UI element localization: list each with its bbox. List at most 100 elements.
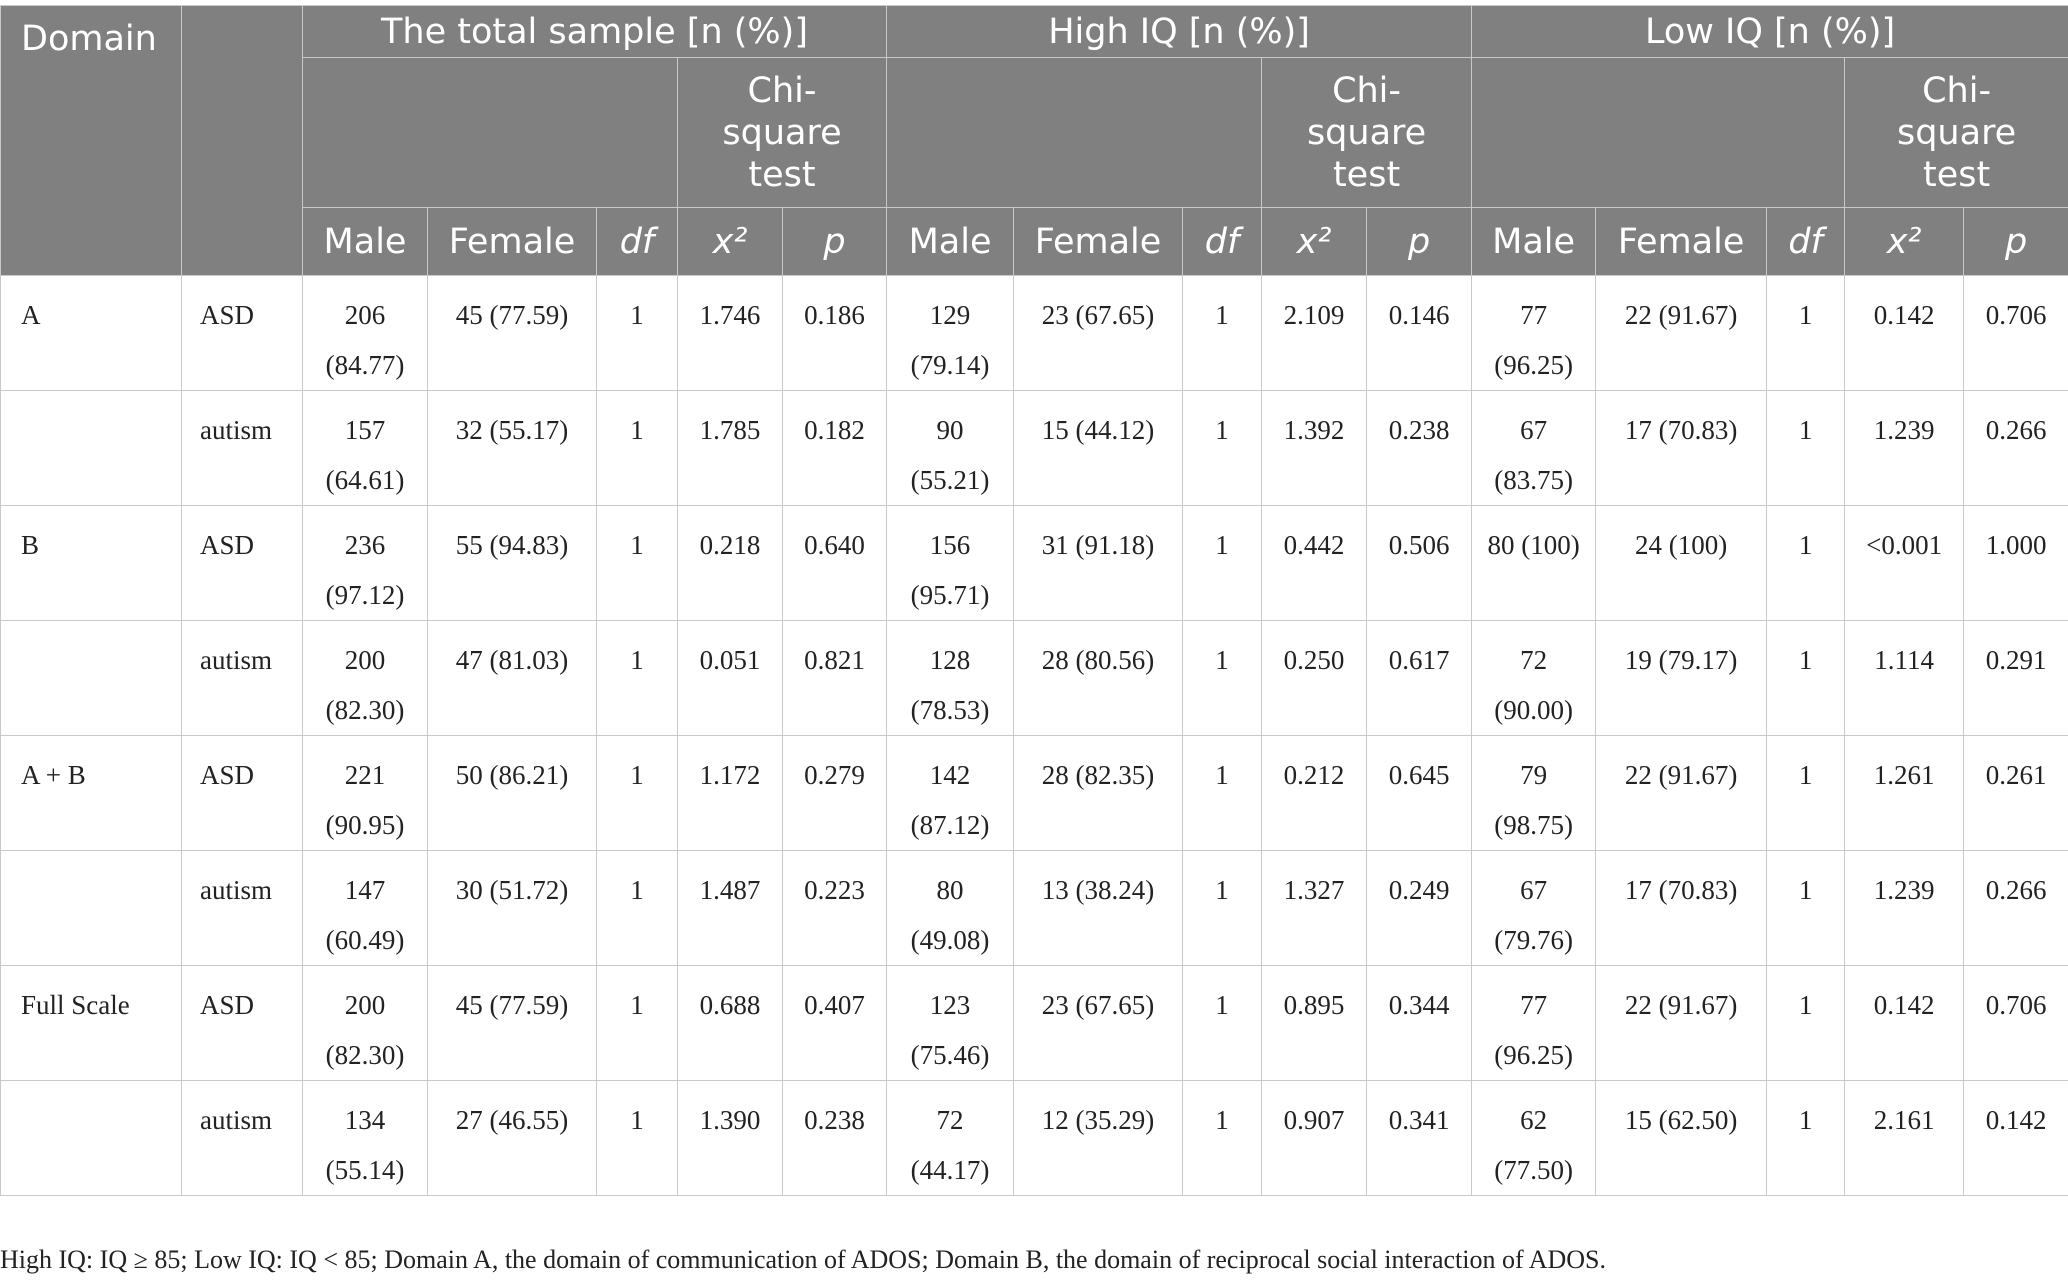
- value-cell: 23 (67.65): [1013, 965, 1184, 1081]
- value-cell: 0.142: [1844, 965, 1965, 1081]
- value-cell: 1: [1182, 1080, 1263, 1196]
- measure-cell: ASD: [181, 275, 303, 391]
- value-cell: 0.617: [1366, 620, 1473, 736]
- data-row: autism 157 (64.61) 32 (55.17) 1 1.785 0.182 90…: [0, 390, 2068, 506]
- value-cell: 1: [596, 620, 678, 736]
- value-cell: 1: [1182, 505, 1263, 621]
- sub-header: Female: [1595, 207, 1768, 276]
- sub-header: p: [1366, 207, 1473, 276]
- header-cell: Domain: [0, 5, 182, 276]
- value-cell: 28 (82.35): [1013, 735, 1184, 851]
- chi-header: Chi-square test: [1261, 57, 1473, 208]
- value-cell: 15 (44.12): [1013, 390, 1184, 506]
- header-row: Male Female df x² p Male Female df x² p Male Female…: [1, 207, 2068, 276]
- data-row: autism 200 (82.30) 47 (81.03) 1 0.051 0.821 12…: [0, 620, 2068, 736]
- value-cell: 0.341: [1366, 1080, 1473, 1196]
- domain-cell: B: [0, 505, 182, 621]
- value-cell: 77 (96.25): [1471, 965, 1597, 1081]
- value-cell: 0.706: [1963, 275, 2068, 391]
- header-row: Chi-square test Chi-square test Chi-square…: [1, 57, 2068, 208]
- data-row: Full Scale ASD 200 (82.30) 45 (77.59) 1 0.688…: [0, 965, 2068, 1081]
- value-cell: 129 (79.14): [886, 275, 1015, 391]
- value-cell: 1: [596, 965, 678, 1081]
- sub-header: x²: [1844, 207, 1965, 276]
- value-cell: 157 (64.61): [302, 390, 428, 506]
- value-cell: 0.249: [1366, 850, 1473, 966]
- sub-header: Male: [1471, 207, 1597, 276]
- value-cell: 134 (55.14): [302, 1080, 428, 1196]
- value-cell: 206 (84.77): [302, 275, 428, 391]
- value-cell: 12 (35.29): [1013, 1080, 1184, 1196]
- measure-cell: ASD: [181, 505, 303, 621]
- value-cell: 0.442: [1261, 505, 1368, 621]
- sub-header: df: [596, 207, 678, 276]
- value-cell: 1: [1182, 850, 1263, 966]
- value-cell: 156 (95.71): [886, 505, 1015, 621]
- value-cell: 221 (90.95): [302, 735, 428, 851]
- value-cell: 0.142: [1844, 275, 1965, 391]
- value-cell: 1: [1766, 850, 1846, 966]
- value-cell: 0.218: [677, 505, 783, 621]
- value-cell: 1.239: [1844, 850, 1965, 966]
- sub-header: Male: [886, 207, 1015, 276]
- domain-cell: [0, 620, 182, 736]
- domain-cell: Full Scale: [0, 965, 182, 1081]
- value-cell: 1: [1766, 965, 1846, 1081]
- value-cell: 67 (83.75): [1471, 390, 1597, 506]
- value-cell: 1: [1182, 620, 1263, 736]
- value-cell: 62 (77.50): [1471, 1080, 1597, 1196]
- value-cell: 27 (46.55): [427, 1080, 597, 1196]
- results-table: Domain The total sample [n (%)] High IQ [n…: [0, 5, 2068, 1196]
- value-cell: 47 (81.03): [427, 620, 597, 736]
- header-cell: [302, 57, 678, 208]
- value-cell: 0.344: [1366, 965, 1473, 1081]
- value-cell: 1: [1766, 505, 1846, 621]
- value-cell: 72 (44.17): [886, 1080, 1015, 1196]
- value-cell: 1.239: [1844, 390, 1965, 506]
- group-header: Low IQ [n (%)]: [1471, 5, 2068, 58]
- value-cell: 19 (79.17): [1595, 620, 1768, 736]
- data-row: autism 134 (55.14) 27 (46.55) 1 1.390 0.238 72…: [0, 1080, 2068, 1196]
- value-cell: 1: [1182, 390, 1263, 506]
- value-cell: 1.390: [677, 1080, 783, 1196]
- value-cell: 1.261: [1844, 735, 1965, 851]
- measure-cell: ASD: [181, 735, 303, 851]
- value-cell: 1.392: [1261, 390, 1368, 506]
- chi-header: Chi-square test: [676, 57, 888, 208]
- sub-header: Female: [427, 207, 597, 276]
- sub-header: Male: [302, 207, 428, 276]
- value-cell: 1: [596, 850, 678, 966]
- sub-header: p: [781, 207, 888, 276]
- value-cell: 0.407: [781, 965, 888, 1081]
- value-cell: 236 (97.12): [302, 505, 428, 621]
- value-cell: 17 (70.83): [1595, 850, 1768, 966]
- domain-cell: A: [0, 275, 182, 391]
- measure-cell: autism: [181, 390, 303, 506]
- value-cell: 0.261: [1963, 735, 2068, 851]
- header-cell: [1471, 57, 1846, 208]
- value-cell: 1.327: [1261, 850, 1368, 966]
- value-cell: 1.000: [1963, 505, 2068, 621]
- group-header: The total sample [n (%)]: [301, 5, 888, 58]
- value-cell: 67 (79.76): [1471, 850, 1597, 966]
- value-cell: 22 (91.67): [1595, 275, 1768, 391]
- value-cell: 0.223: [781, 850, 888, 966]
- value-cell: 128 (78.53): [886, 620, 1015, 736]
- value-cell: 0.706: [1963, 965, 2068, 1081]
- value-cell: 22 (91.67): [1595, 735, 1768, 851]
- header-cell: [886, 57, 1263, 208]
- domain-cell: [0, 1080, 182, 1196]
- value-cell: 80 (100): [1471, 505, 1597, 621]
- value-cell: 0.907: [1261, 1080, 1368, 1196]
- value-cell: 1.114: [1844, 620, 1965, 736]
- value-cell: 2.161: [1844, 1080, 1965, 1196]
- group-header: High IQ [n (%)]: [886, 5, 1473, 58]
- sub-header: p: [1963, 207, 2068, 276]
- value-cell: 1.487: [677, 850, 783, 966]
- value-cell: 0.640: [781, 505, 888, 621]
- value-cell: 72 (90.00): [1471, 620, 1597, 736]
- sub-header: x²: [1261, 207, 1368, 276]
- value-cell: 0.238: [781, 1080, 888, 1196]
- value-cell: 1: [1182, 965, 1263, 1081]
